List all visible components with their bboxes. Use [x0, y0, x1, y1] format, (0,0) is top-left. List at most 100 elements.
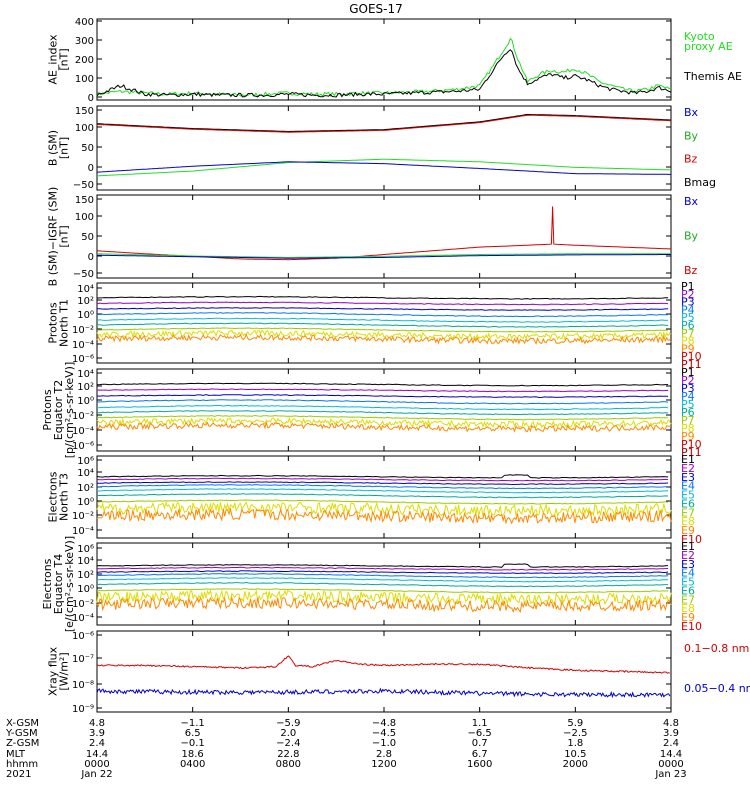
series-e3 — [96, 570, 669, 575]
y-axis-label: Protons — [47, 302, 60, 343]
series-e9 — [96, 595, 672, 613]
y-tick-label: 10² — [77, 296, 94, 307]
channel-legend-p9: P9 — [681, 430, 695, 443]
series-e7 — [96, 588, 669, 594]
series-xray-short — [96, 687, 671, 699]
series-themis-ae — [96, 49, 672, 98]
channel-legend-e6: E6 — [681, 497, 695, 510]
footer-row-label: X-GSM — [6, 718, 39, 729]
y-tick-label: 10⁶ — [77, 544, 94, 555]
panel-frame — [96, 18, 672, 101]
channel-legend-p5: P5 — [681, 398, 695, 411]
y-tick-label: 10⁴ — [77, 556, 94, 567]
footer-value: 3.9 — [89, 728, 105, 739]
series-p4 — [96, 399, 669, 405]
legend-entry: By — [684, 230, 699, 243]
channel-legend-e8: E8 — [681, 602, 695, 615]
channel-legend-p1: P1 — [681, 366, 695, 379]
channel-legend-p6: P6 — [681, 406, 695, 419]
series-p7 — [96, 327, 669, 333]
y-tick-label: 10⁻⁶ — [72, 631, 94, 642]
channel-legend-p6: P6 — [681, 319, 695, 332]
y-tick-label: 200 — [75, 55, 94, 66]
series-kyoto-proxy-ae — [96, 37, 672, 98]
footer-value: 14.4 — [86, 749, 108, 760]
y-tick-label: 10⁻² — [72, 599, 94, 610]
channel-legend-e7: E7 — [681, 506, 695, 519]
y-tick-label: 10⁶ — [77, 456, 94, 467]
series-p1 — [96, 295, 669, 300]
series-p9 — [96, 420, 672, 433]
series-p2 — [96, 301, 669, 306]
footer-value: 1600 — [467, 759, 492, 770]
channel-legend-e3: E3 — [681, 471, 695, 484]
channel-legend-p8: P8 — [681, 422, 695, 435]
channel-legend-p3: P3 — [681, 382, 695, 395]
footer-value: 6.7 — [472, 749, 488, 760]
channel-legend-e7: E7 — [681, 593, 695, 606]
channel-legend-p10: P10 — [681, 350, 702, 363]
series-p3 — [96, 394, 669, 399]
series-p5 — [96, 404, 669, 411]
footer-row-label: MLT — [6, 749, 26, 760]
y-tick-label: 150 — [75, 195, 94, 206]
channel-legend-e2: E2 — [681, 549, 695, 562]
channel-legend-p2: P2 — [681, 288, 695, 301]
footer-value: −4.8 — [372, 718, 396, 729]
series-bz — [96, 114, 672, 133]
y-axis-label: Xray flux — [47, 646, 60, 696]
series-p9 — [96, 333, 672, 345]
series-p3 — [96, 307, 669, 311]
legend-entry: proxy AE — [684, 40, 733, 53]
channel-legend-e5: E5 — [681, 576, 695, 589]
footer-value: −1.1 — [181, 718, 205, 729]
series-e8 — [96, 588, 672, 607]
series-e5 — [97, 488, 669, 494]
series-bmag — [96, 113, 672, 133]
channel-legend-p11: P11 — [681, 358, 702, 371]
y-tick-label: 10⁴ — [77, 284, 94, 295]
series-p7 — [96, 414, 669, 421]
footer-row-label: hhmm — [6, 759, 38, 770]
channel-legend-p9: P9 — [681, 342, 695, 355]
legend-entry: 0.05−0.4 nm — [684, 682, 750, 695]
channel-legend-p4: P4 — [681, 303, 695, 316]
footer-value: 1200 — [371, 759, 396, 770]
series-e8 — [96, 501, 672, 518]
series-by — [97, 253, 671, 259]
legend-entry: Bx — [684, 106, 699, 119]
series-e9 — [96, 507, 672, 525]
legend-entry: Bz — [684, 264, 698, 277]
series-e4 — [96, 484, 669, 490]
y-axis-label: [W/m²] — [58, 652, 71, 690]
y-tick-label: 10⁻⁸ — [72, 680, 94, 691]
footer-value: 0000 — [84, 759, 109, 770]
y-tick-label: 0 — [88, 252, 94, 263]
y-tick-label: 50 — [81, 143, 94, 154]
footer-value: 4.8 — [89, 718, 105, 729]
y-tick-label: 10² — [77, 483, 94, 494]
series-e3 — [96, 481, 669, 486]
footer-value: 0800 — [276, 759, 301, 770]
series-bz — [96, 206, 671, 261]
footer-value: −5.9 — [276, 718, 300, 729]
footer-row-label: Z-GSM — [6, 738, 39, 749]
channel-legend-p3: P3 — [681, 296, 695, 309]
footer-value: 18.6 — [182, 749, 204, 760]
series-p5 — [96, 317, 669, 323]
channel-legend-e1: E1 — [681, 453, 695, 466]
y-axis-label: B (SM) — [47, 130, 60, 166]
y-tick-label: 10⁰ — [77, 396, 94, 407]
channel-legend-e4: E4 — [681, 480, 695, 493]
legend-entry: Bmag — [684, 176, 716, 189]
y-tick-label: 100 — [75, 74, 94, 85]
footer-value: 2.8 — [376, 749, 392, 760]
footer-row-label: 2021 — [6, 769, 31, 780]
y-tick-label: 10⁻⁷ — [72, 654, 94, 665]
y-tick-label: 10⁻⁹ — [72, 704, 94, 715]
channel-legend-e3: E3 — [681, 558, 695, 571]
y-tick-label: 10⁻⁴ — [72, 613, 94, 624]
y-tick-label: 10⁰ — [77, 310, 94, 321]
legend-entry: Themis AE — [683, 70, 742, 83]
